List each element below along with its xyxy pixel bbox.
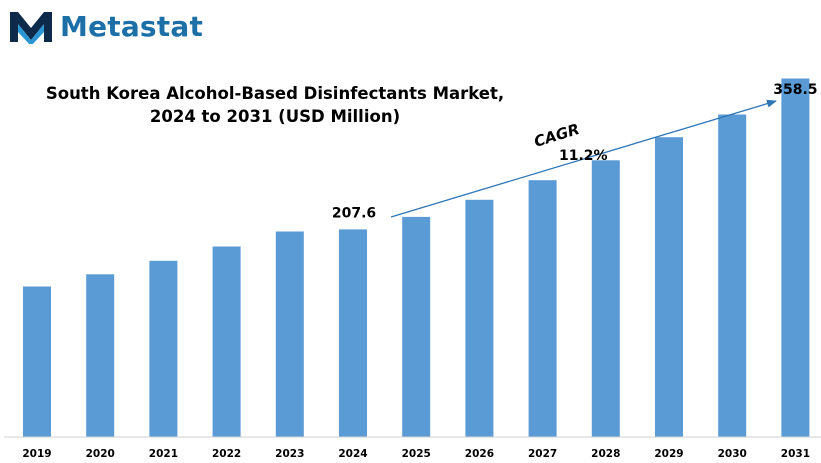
x-tick-label-2030: 2030 bbox=[718, 448, 747, 460]
x-tick-label-2019: 2019 bbox=[22, 448, 51, 460]
bar-2020 bbox=[86, 274, 115, 437]
x-tick-label-2021: 2021 bbox=[149, 448, 178, 460]
cagr-label: CAGR bbox=[532, 120, 582, 151]
brand-name: Metastat bbox=[60, 9, 204, 43]
x-tick-label-2031: 2031 bbox=[781, 448, 810, 460]
chart-title-line2: 2024 to 2031 (USD Million) bbox=[149, 107, 401, 126]
bar-2025 bbox=[402, 216, 431, 437]
cagr-trend-arrow bbox=[390, 99, 777, 218]
data-label-2024: 207.6 bbox=[332, 205, 376, 221]
x-tick-label-2024: 2024 bbox=[338, 448, 367, 460]
bar-2019 bbox=[23, 286, 51, 437]
brand-logo: Metastat bbox=[8, 6, 203, 46]
bar-2031 bbox=[781, 78, 810, 437]
data-labels: 207.6 358.5 bbox=[332, 82, 818, 221]
bar-2026 bbox=[465, 199, 494, 437]
bar-2024 bbox=[339, 229, 367, 437]
chart-title-line1: South Korea Alcohol-Based Disinfectants … bbox=[45, 84, 505, 103]
bar-2027 bbox=[528, 180, 557, 437]
bar-2028 bbox=[591, 160, 620, 438]
data-label-2031: 358.5 bbox=[773, 82, 817, 98]
bar-2023 bbox=[275, 231, 304, 437]
x-tick-label-2023: 2023 bbox=[275, 448, 304, 460]
x-tick-label-2020: 2020 bbox=[86, 448, 115, 460]
chart-title: South Korea Alcohol-Based Disinfectants … bbox=[30, 82, 520, 128]
bar-2029 bbox=[655, 137, 683, 437]
bar-series bbox=[23, 78, 810, 438]
x-tick-label-2022: 2022 bbox=[212, 448, 241, 460]
bar-2021 bbox=[149, 260, 178, 437]
metastat-m-logo-icon bbox=[10, 12, 52, 44]
x-axis-tick-labels: 2019 2020 2021 2022 2023 2024 2025 2026 2027 2028… bbox=[22, 448, 810, 460]
cagr-value: 11.2% bbox=[559, 148, 608, 164]
x-tick-label-2025: 2025 bbox=[402, 448, 431, 460]
x-tick-label-2028: 2028 bbox=[591, 448, 620, 460]
x-tick-label-2029: 2029 bbox=[654, 448, 683, 460]
bar-2030 bbox=[718, 114, 747, 437]
x-tick-label-2026: 2026 bbox=[465, 448, 494, 460]
bar-2022 bbox=[212, 246, 241, 437]
x-tick-label-2027: 2027 bbox=[528, 448, 557, 460]
